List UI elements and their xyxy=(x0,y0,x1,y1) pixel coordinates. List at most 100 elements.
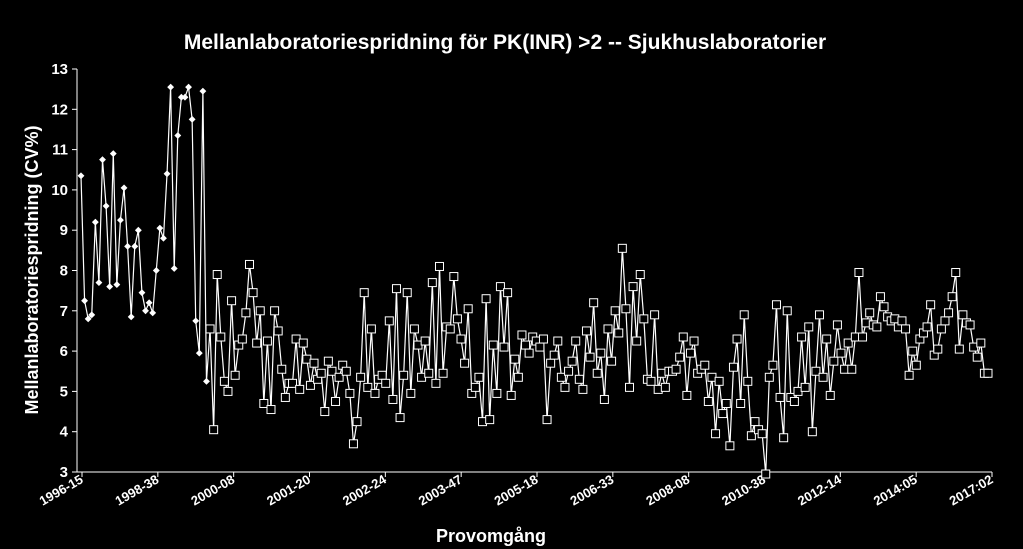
data-point xyxy=(348,439,358,449)
data-point xyxy=(331,396,341,406)
data-point xyxy=(481,294,491,304)
data-point xyxy=(689,336,699,346)
data-point xyxy=(363,382,373,392)
data-point xyxy=(639,314,649,324)
data-point xyxy=(585,352,595,362)
data-point xyxy=(847,364,857,374)
data-point xyxy=(438,368,448,378)
data-point xyxy=(305,380,315,390)
data-point xyxy=(280,392,290,402)
data-point xyxy=(660,382,670,392)
x-tick-label: 2017:02 xyxy=(947,472,996,509)
data-point xyxy=(596,348,606,358)
data-point xyxy=(564,366,574,376)
data-point xyxy=(542,415,552,425)
data-point xyxy=(113,281,121,289)
data-point xyxy=(603,324,613,334)
data-point xyxy=(513,372,523,382)
series-1 xyxy=(205,243,993,479)
data-point xyxy=(192,317,200,325)
series-0 xyxy=(77,83,210,385)
data-point xyxy=(309,358,319,368)
data-point xyxy=(728,362,738,372)
y-tick-label: 8 xyxy=(60,263,68,280)
data-point xyxy=(678,332,688,342)
data-point xyxy=(252,338,262,348)
data-point xyxy=(424,368,434,378)
x-tick-label: 2005-18 xyxy=(492,472,541,509)
data-point xyxy=(241,308,251,318)
data-point xyxy=(395,413,405,423)
data-point xyxy=(858,332,868,342)
data-point xyxy=(825,390,835,400)
data-point xyxy=(88,311,96,319)
data-point xyxy=(546,358,556,368)
data-point xyxy=(399,370,409,380)
data-point xyxy=(356,372,366,382)
data-point xyxy=(205,324,215,334)
data-point xyxy=(897,316,907,326)
x-tick-label: 2000-08 xyxy=(188,472,237,509)
data-point xyxy=(761,469,771,479)
data-point xyxy=(958,310,968,320)
data-point xyxy=(764,372,774,382)
data-point xyxy=(149,309,157,317)
data-point xyxy=(185,83,192,91)
data-point xyxy=(341,366,351,376)
data-point xyxy=(359,288,369,298)
data-point xyxy=(295,384,305,394)
data-point xyxy=(771,300,781,310)
data-point xyxy=(872,322,882,332)
data-point xyxy=(106,283,114,291)
data-point xyxy=(904,370,914,380)
data-point xyxy=(807,427,817,437)
data-point xyxy=(109,150,117,158)
x-axis-label: Provomgång xyxy=(436,526,546,546)
data-point xyxy=(499,342,509,352)
data-point xyxy=(212,270,222,280)
data-point xyxy=(138,289,146,297)
data-point xyxy=(714,376,724,386)
data-point xyxy=(270,306,280,316)
data-point xyxy=(456,334,466,344)
data-point xyxy=(377,370,387,380)
data-point xyxy=(757,429,767,439)
data-point xyxy=(711,429,721,439)
data-point xyxy=(854,268,864,278)
data-point xyxy=(779,433,789,443)
data-point xyxy=(535,342,545,352)
y-tick-label: 4 xyxy=(60,424,69,441)
data-point xyxy=(951,268,961,278)
data-point xyxy=(223,386,233,396)
data-point xyxy=(782,306,792,316)
data-point xyxy=(124,242,132,250)
data-point xyxy=(574,374,584,384)
data-point xyxy=(610,306,620,316)
data-point xyxy=(589,298,599,308)
data-point xyxy=(682,390,692,400)
data-point xyxy=(470,382,480,392)
data-point xyxy=(592,368,602,378)
data-point xyxy=(431,378,441,388)
chart-title: Mellanlaboratoriespridning för PK(INR) >… xyxy=(184,31,826,54)
data-point xyxy=(488,340,498,350)
data-point xyxy=(578,384,588,394)
x-tick-label: 2006-33 xyxy=(568,472,617,509)
data-point xyxy=(391,284,401,294)
series-line xyxy=(80,86,988,475)
data-point xyxy=(818,372,828,382)
data-point xyxy=(298,338,308,348)
data-point xyxy=(420,336,430,346)
x-tick-label: 2002-24 xyxy=(340,471,389,508)
data-point xyxy=(599,394,609,404)
data-point xyxy=(911,360,921,370)
data-point xyxy=(743,376,753,386)
data-point xyxy=(248,288,258,298)
data-point xyxy=(811,366,821,376)
data-point xyxy=(495,282,505,292)
data-point xyxy=(954,344,964,354)
data-point xyxy=(506,390,516,400)
data-point xyxy=(560,382,570,392)
data-point xyxy=(266,405,276,415)
x-tick-label: 2010-38 xyxy=(719,472,768,509)
